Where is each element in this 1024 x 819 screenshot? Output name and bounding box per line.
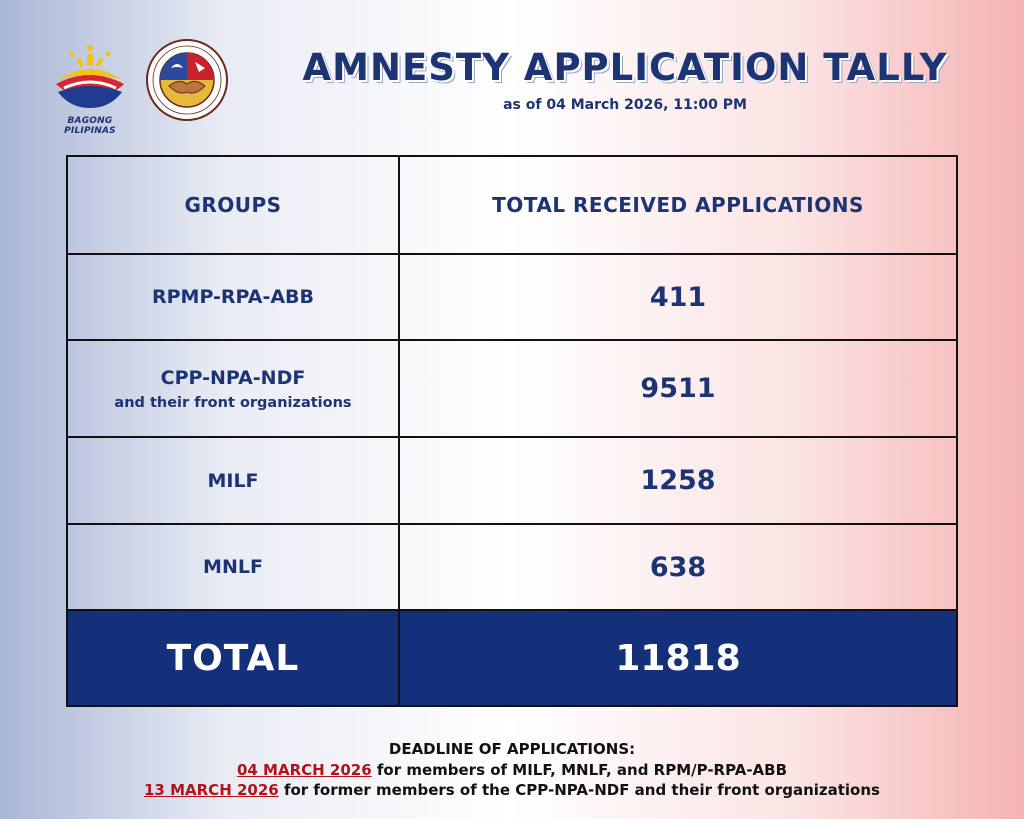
application-count: 1258 xyxy=(398,436,958,525)
deadline-text: for former members of the CPP-NPA-NDF an… xyxy=(278,781,880,799)
deadline-line: 13 MARCH 2026 for former members of the … xyxy=(0,781,1024,799)
group-name: MILF xyxy=(207,469,259,492)
application-count: 638 xyxy=(398,523,958,611)
page-title: AMNESTY APPLICATION TALLY xyxy=(302,46,948,89)
national-amnesty-commission-seal xyxy=(145,38,229,122)
deadline-line: 04 MARCH 2026 for members of MILF, MNLF,… xyxy=(0,761,1024,779)
application-count: 411 xyxy=(398,253,958,341)
total-row: TOTAL 11818 xyxy=(66,609,958,707)
amnesty-commission-seal-icon xyxy=(146,39,228,121)
table-row: CPP-NPA-NDF and their front organization… xyxy=(66,339,958,438)
group-cell: RPMP-RPA-ABB xyxy=(66,253,400,341)
column-header-groups: GROUPS xyxy=(66,155,400,255)
table-header-row: GROUPS TOTAL RECEIVED APPLICATIONS xyxy=(66,155,958,255)
deadline-date: 04 MARCH 2026 xyxy=(236,761,372,779)
group-name: RPMP-RPA-ABB xyxy=(151,286,314,308)
column-header-total-received: TOTAL RECEIVED APPLICATIONS xyxy=(398,155,958,255)
table-row: RPMP-RPA-ABB 411 xyxy=(66,253,958,341)
group-name: MNLF xyxy=(203,556,263,578)
application-count: 9511 xyxy=(398,339,958,438)
deadline-text: for members of MILF, MNLF, and RPM/P-RPA… xyxy=(371,761,788,779)
deadline-date: 13 MARCH 2026 xyxy=(144,781,279,799)
table-row: MNLF 638 xyxy=(66,523,958,611)
group-cell: MILF xyxy=(66,436,400,525)
table-row: MILF 1258 xyxy=(66,436,958,525)
group-name: CPP-NPA-NDF xyxy=(160,366,306,389)
total-value: 11818 xyxy=(398,609,958,707)
group-cell: CPP-NPA-NDF and their front organization… xyxy=(66,339,400,438)
group-note: and their front organizations xyxy=(114,394,352,411)
bagong-pilipinas-caption: BAGONG PILIPINAS xyxy=(64,116,116,136)
group-cell: MNLF xyxy=(66,523,400,611)
deadline-title: DEADLINE OF APPLICATIONS: xyxy=(388,740,636,758)
total-label: TOTAL xyxy=(66,609,400,707)
bagong-pilipinas-emblem-icon xyxy=(56,45,124,108)
bagong-pilipinas-logo: BAGONG PILIPINAS xyxy=(40,40,140,136)
tally-table: GROUPS TOTAL RECEIVED APPLICATIONS RPMP-… xyxy=(66,155,958,707)
page-subtitle: as of 04 March 2026, 11:00 PM xyxy=(503,97,747,113)
